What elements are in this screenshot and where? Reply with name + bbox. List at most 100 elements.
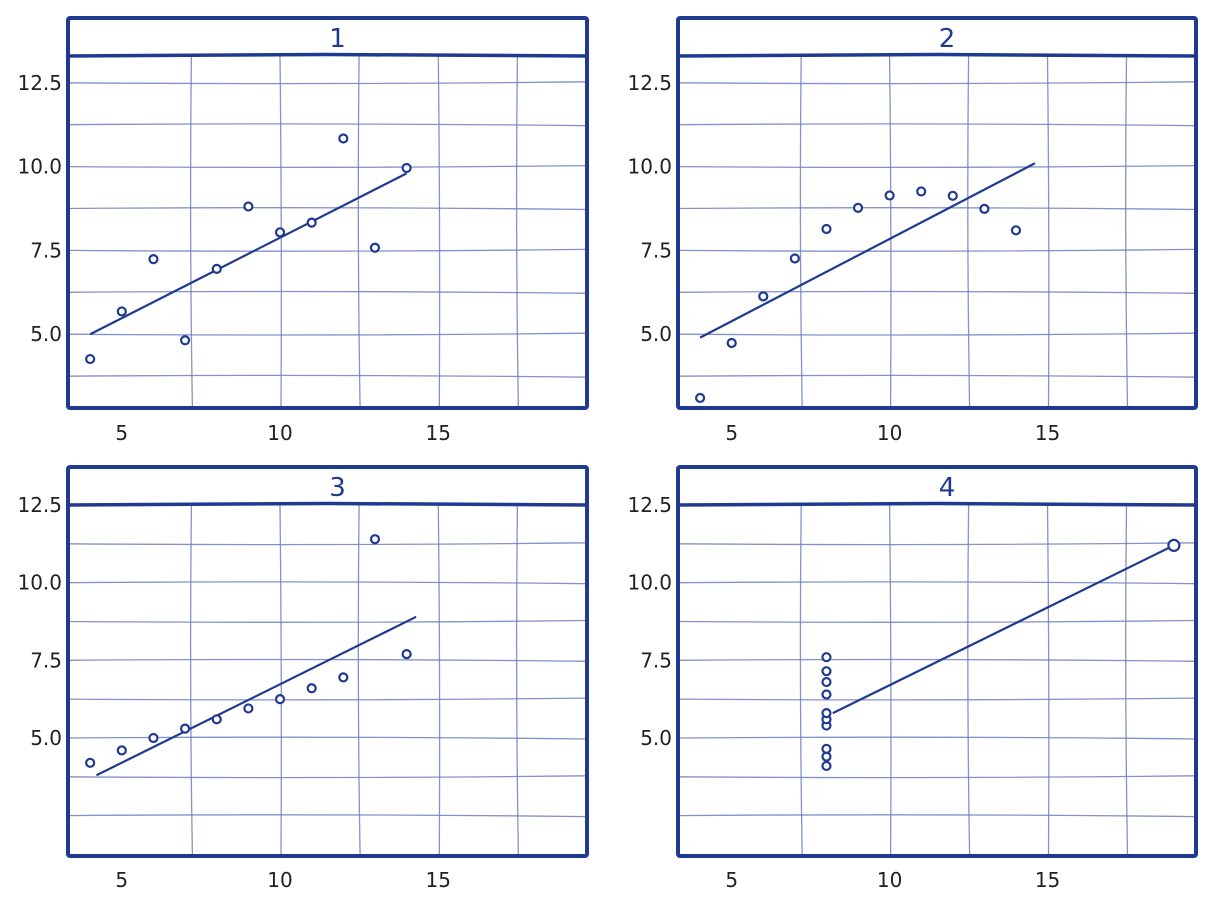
grid-line-v xyxy=(1046,55,1050,409)
grid-line-h xyxy=(67,81,588,85)
data-point xyxy=(116,306,127,317)
grid-line-h xyxy=(677,123,1197,127)
y-tick-label: 7.5 xyxy=(30,648,62,672)
data-point xyxy=(821,708,832,719)
grid-line-h xyxy=(677,207,1197,211)
data-point xyxy=(369,242,381,253)
grid-line-h xyxy=(67,248,588,252)
grid-line-v xyxy=(437,504,441,857)
data-point xyxy=(821,689,832,700)
data-point xyxy=(179,723,191,734)
data-point xyxy=(401,162,412,174)
grid-line-v xyxy=(357,55,361,409)
data-point xyxy=(243,703,254,714)
data-point xyxy=(274,694,286,705)
grid-line-h xyxy=(67,697,588,701)
panel-title: 2 xyxy=(939,24,956,54)
grid-line-h xyxy=(677,775,1197,779)
panel-1: 15 10 155.07.510.012.5 xyxy=(17,16,589,445)
y-tick-label: 10.0 xyxy=(627,155,672,179)
grid-line-h xyxy=(67,736,588,740)
grid-line-h xyxy=(67,581,588,585)
grid-line-v xyxy=(189,55,194,409)
x-tick-label: 15 xyxy=(426,868,451,892)
grid-line-v xyxy=(357,504,361,857)
data-point xyxy=(148,732,159,744)
x-tick-label: 15 xyxy=(426,421,451,445)
grid-line-v xyxy=(967,504,971,857)
panel-frame xyxy=(66,465,589,858)
y-tick-label: 12.5 xyxy=(17,493,62,517)
data-point xyxy=(789,253,800,264)
data-point xyxy=(947,190,958,201)
data-point xyxy=(369,534,381,545)
data-point xyxy=(85,353,96,365)
y-tick-label: 5.0 xyxy=(640,726,672,750)
grid-line-v xyxy=(279,504,282,857)
grid-line-v xyxy=(515,504,520,857)
panel-2: 2 5 10 15 5.0 7.5 10.0 12.5 xyxy=(627,16,1198,445)
grid-line-h xyxy=(67,332,588,336)
data-point xyxy=(116,745,127,756)
y-tick-label: 10.0 xyxy=(17,571,62,595)
x-tick-label: 5 xyxy=(115,421,128,445)
x-tick-label: 10 xyxy=(267,868,292,892)
y-tick-label: 12.5 xyxy=(627,71,672,95)
fit-line xyxy=(832,544,1175,715)
grid-line-v xyxy=(1046,504,1050,857)
y-tick-label: 12.5 xyxy=(17,71,62,95)
grid-line-h xyxy=(677,542,1197,546)
y-tick-label: 5.0 xyxy=(30,726,62,750)
data-point xyxy=(179,335,191,346)
grid-line-h xyxy=(677,814,1197,818)
grid-line-v xyxy=(888,55,892,409)
data-point xyxy=(338,133,349,144)
x-tick-label: 5 xyxy=(115,868,128,892)
grid-line-h xyxy=(67,290,588,294)
data-point xyxy=(852,202,864,213)
grid-line-h xyxy=(677,290,1197,294)
x-tick-label: 5 xyxy=(725,421,738,445)
panel-3: 3 5 10 15 5.0 7.5 10.0 12.5 xyxy=(17,465,589,892)
y-tick-label: 10.0 xyxy=(627,571,672,595)
grid-line-h xyxy=(677,81,1197,85)
grid-line-h xyxy=(677,374,1197,378)
grid-line-h xyxy=(67,374,588,378)
title-divider xyxy=(67,501,588,507)
grid-line-h xyxy=(677,697,1197,701)
grid-line-h xyxy=(67,542,588,546)
data-point xyxy=(243,201,254,212)
data-point xyxy=(274,227,286,238)
fit-line xyxy=(699,162,1036,339)
grid-line-v xyxy=(515,55,520,409)
panel-title: 3 xyxy=(329,473,346,503)
panel-frame xyxy=(66,16,589,410)
grid-line-v xyxy=(888,504,892,857)
x-tick-label: 15 xyxy=(1035,868,1060,892)
x-tick-label: 10 xyxy=(877,868,902,892)
y-tick-label: 5.0 xyxy=(30,322,62,346)
grid-line-h xyxy=(677,581,1197,585)
data-point xyxy=(695,392,706,404)
grid-line-v xyxy=(189,504,194,857)
data-point xyxy=(85,757,96,768)
data-point xyxy=(884,190,895,201)
grid-line-h xyxy=(67,164,588,169)
data-point xyxy=(821,666,832,677)
fit-line xyxy=(89,172,408,336)
panel-frame xyxy=(676,465,1198,858)
data-point xyxy=(726,337,737,349)
grid-line-v xyxy=(967,55,971,409)
grid-line-h xyxy=(677,736,1197,740)
y-tick-label: 7.5 xyxy=(640,648,672,672)
y-tick-label: 5.0 xyxy=(640,322,672,346)
grid-line-h xyxy=(677,248,1197,252)
data-point xyxy=(821,676,832,688)
data-point xyxy=(821,223,832,235)
data-point xyxy=(979,203,990,214)
x-tick-label: 15 xyxy=(1035,421,1060,445)
x-tick-label: 5 xyxy=(725,868,738,892)
grid-line-h xyxy=(677,164,1197,169)
grid-line-h xyxy=(677,332,1197,336)
data-point xyxy=(916,186,927,197)
